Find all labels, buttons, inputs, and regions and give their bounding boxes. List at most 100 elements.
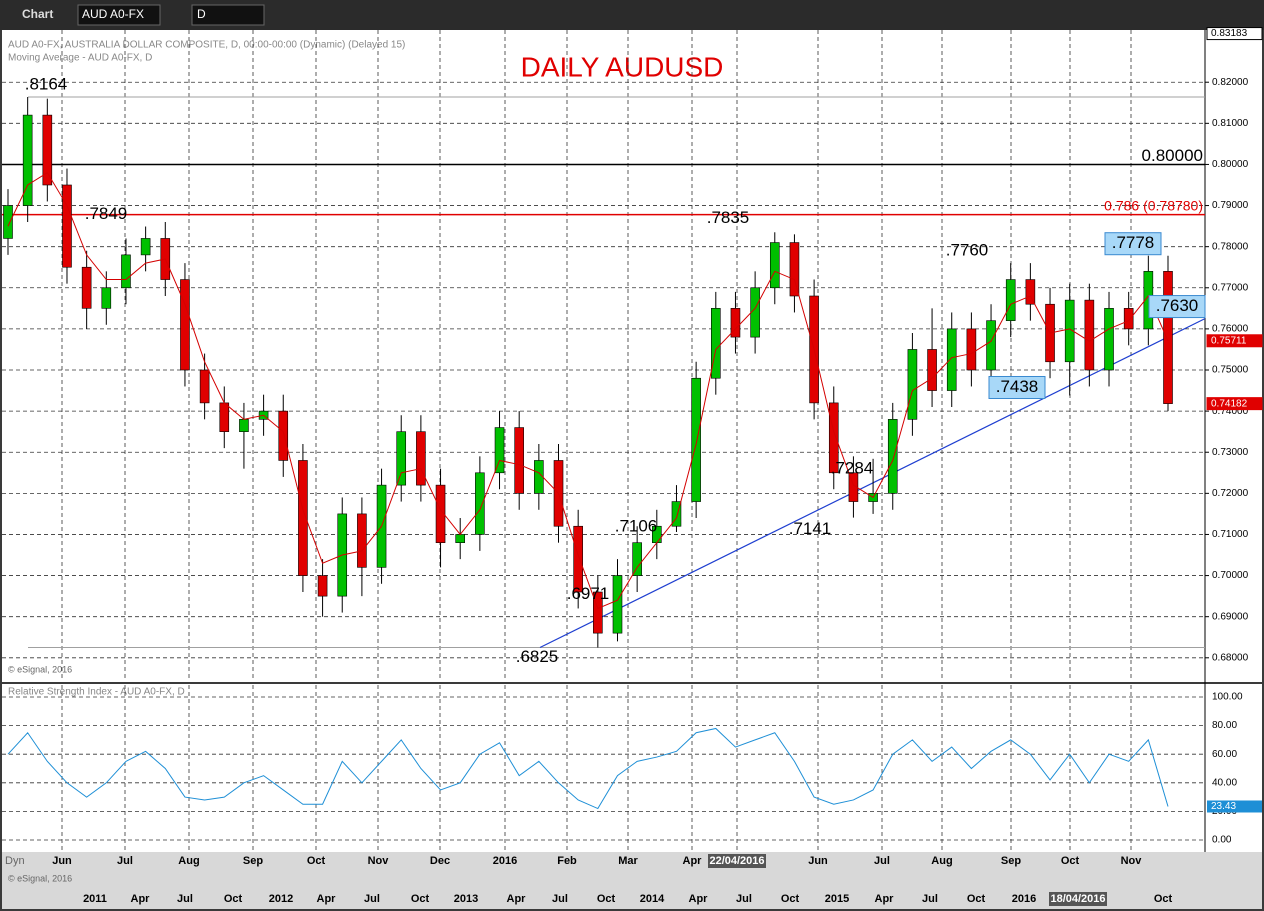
annotation: .7284 xyxy=(831,458,874,477)
candle-body xyxy=(180,279,190,371)
candle-body xyxy=(121,254,131,289)
moving-average xyxy=(7,171,1169,610)
x-tick-label: Sep xyxy=(1001,855,1021,867)
y-tick-label: 0.77000 xyxy=(1212,282,1249,293)
x-tick-label: 2012 xyxy=(269,893,293,905)
symbol[interactable]: AUD A0-FX xyxy=(82,7,144,21)
annotation: .7106 xyxy=(615,516,658,535)
axis-marker xyxy=(1206,397,1263,411)
x-tick-label: Oct xyxy=(597,893,616,905)
candle-body xyxy=(81,266,92,309)
annotation: .6825 xyxy=(516,647,559,666)
candle-body xyxy=(3,205,13,239)
axis-marker-label: 0.83183 xyxy=(1211,28,1248,39)
x-tick-label: Oct xyxy=(967,893,986,905)
x-tick-label: Jul xyxy=(177,893,193,905)
candle-body xyxy=(573,525,583,593)
x-tick-label: Jul xyxy=(874,855,890,867)
x-tick-label: 2013 xyxy=(454,893,478,905)
header-line: AUD A0-FX, AUSTRALIA DOLLAR COMPOSITE, D… xyxy=(8,40,405,51)
symbol-input[interactable] xyxy=(77,4,161,26)
y-tick-label: 0.73000 xyxy=(1212,447,1249,458)
y-tick-label: 0.71000 xyxy=(1212,529,1249,540)
x-tick-label: Oct xyxy=(411,893,430,905)
axis-marker-label: 0.74182 xyxy=(1211,398,1248,409)
candle-body xyxy=(710,308,721,379)
y-tick-label: 0.80000 xyxy=(1212,159,1249,170)
x-tick-label: Oct xyxy=(224,893,243,905)
y-tick-label: 100.00 xyxy=(1212,692,1243,703)
y-tick-label: 0.76000 xyxy=(1212,324,1249,335)
y-tick-label: 0.79000 xyxy=(1212,200,1249,211)
y-tick-label: 0.68000 xyxy=(1212,652,1249,663)
candle-body xyxy=(357,513,367,568)
candle-body xyxy=(789,242,800,297)
x-tick-label: Aug xyxy=(178,855,199,867)
x-tick-label: 2014 xyxy=(640,893,665,905)
candle-body xyxy=(199,369,210,404)
axis-marker-label: 23.43 xyxy=(1211,801,1236,812)
y-tick-label: 0.00 xyxy=(1212,835,1232,846)
candle-body xyxy=(396,431,407,486)
candle-body xyxy=(62,184,72,268)
candle-body xyxy=(966,328,977,371)
candle-body xyxy=(986,320,996,371)
candle-body xyxy=(1163,271,1173,404)
candle-body xyxy=(455,534,466,543)
candle-body xyxy=(317,575,328,597)
x-tick-label: 2016 xyxy=(1012,893,1036,905)
level-label: 0.80000 xyxy=(1142,146,1203,165)
candle-body xyxy=(1104,308,1114,371)
axis-marker-label: 0.75711 xyxy=(1211,335,1247,346)
candle-body xyxy=(140,238,151,256)
x-tick-label: Jul xyxy=(736,893,752,905)
candle-body xyxy=(475,472,485,535)
x-tick-label: Apr xyxy=(689,893,709,905)
x-tick-label: Nov xyxy=(368,855,390,867)
annotation: .7760 xyxy=(946,241,989,260)
interval[interactable]: D xyxy=(197,7,206,21)
annotation: .7849 xyxy=(85,204,128,223)
candle-body xyxy=(691,377,701,502)
candle-body xyxy=(671,501,682,527)
toolbar xyxy=(0,0,1264,30)
y-tick-label: 0.78000 xyxy=(1212,241,1249,252)
candle-body xyxy=(750,287,760,338)
axis-marker xyxy=(1207,800,1262,813)
y-tick-label: 40.00 xyxy=(1212,777,1237,788)
tab[interactable]: Dyn xyxy=(5,855,25,867)
candle-body xyxy=(298,460,308,576)
annotation: .7778 xyxy=(1112,233,1155,252)
candle-body xyxy=(946,328,957,391)
interval-input[interactable] xyxy=(191,4,265,26)
x-tick-label: 22/04/2016 xyxy=(709,855,764,867)
x-tick-label: Sep xyxy=(243,855,263,867)
rsi-line xyxy=(7,727,1169,810)
candle-body xyxy=(42,114,53,186)
candle-body xyxy=(1064,299,1075,363)
x-tick-label: Oct xyxy=(1154,893,1173,905)
candle-body xyxy=(494,427,505,474)
annotation: .7630 xyxy=(1156,296,1199,315)
x-tick-label: Apr xyxy=(507,893,527,905)
y-tick-label: 60.00 xyxy=(1212,749,1237,760)
date-box xyxy=(708,854,766,868)
y-tick-label: 80.00 xyxy=(1212,720,1237,731)
annotation: .8164 xyxy=(25,74,68,93)
annotation: .7438 xyxy=(996,377,1039,396)
y-tick-label: 0.81000 xyxy=(1212,118,1249,129)
annotation-box xyxy=(988,375,1046,399)
date-box xyxy=(1049,892,1107,906)
candle-body xyxy=(828,402,839,474)
chart-title: DAILY AUDUSD xyxy=(521,51,724,82)
x-tick-label: Jul xyxy=(364,893,380,905)
x-tick-label: Apr xyxy=(131,893,151,905)
x-tick-label: Feb xyxy=(557,855,577,867)
candle-body xyxy=(887,419,898,494)
annotation-box xyxy=(1148,295,1206,319)
y-tick-label: 0.74000 xyxy=(1212,406,1249,417)
rsi-title: Relative Strength Index - AUD A0-FX, D xyxy=(8,687,185,698)
candle-body xyxy=(534,460,544,494)
candle-body xyxy=(1005,279,1016,321)
x-tick-label: Mar xyxy=(618,855,638,867)
